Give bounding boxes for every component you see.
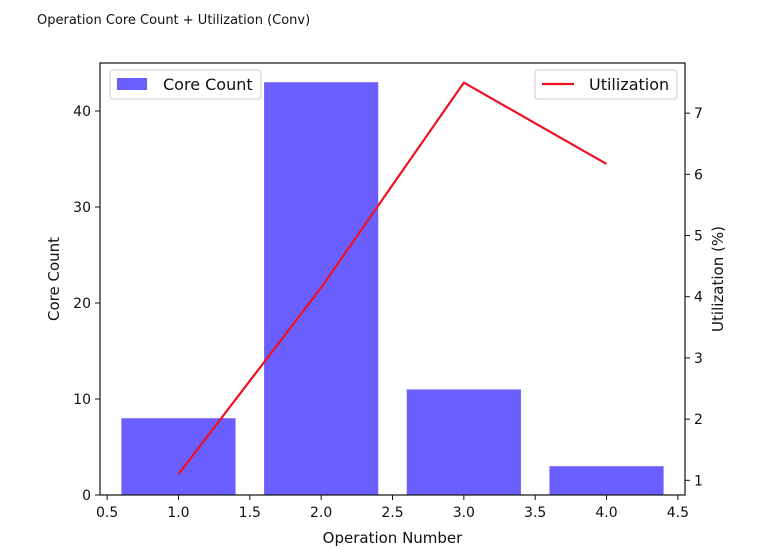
y-tick-label: 20 — [73, 296, 91, 312]
x-tick-label: 0.5 — [96, 505, 118, 521]
bars-layer — [121, 82, 664, 495]
y2-tick-label: 2 — [694, 412, 703, 428]
y-axis-label: Core Count — [45, 237, 63, 321]
utilization-line — [177, 81, 608, 475]
y-tick-label: 30 — [73, 200, 91, 216]
y-tick-label: 0 — [82, 488, 91, 504]
legend-label-utilization: Utilization — [589, 75, 669, 94]
y2-tick-label: 3 — [694, 351, 703, 367]
y-tick-label: 10 — [73, 392, 91, 408]
bar-op-1 — [121, 418, 236, 495]
x-tick-label: 3.0 — [453, 505, 475, 521]
y-tick-label: 40 — [73, 104, 91, 120]
x-tick-label: 1.5 — [239, 505, 261, 521]
line-layer — [177, 81, 608, 475]
y2-tick-label: 7 — [694, 106, 703, 122]
x-tick-label: 3.5 — [524, 505, 546, 521]
x-tick-label: 1.0 — [167, 505, 189, 521]
y2-tick-label: 6 — [694, 167, 703, 183]
page-title: Operation Core Count + Utilization (Conv… — [37, 13, 311, 28]
x-tick-label: 4.5 — [667, 505, 689, 521]
legend-box — [534, 69, 678, 100]
y2-axis-label: Utilization (%) — [709, 226, 727, 332]
y2-tick-label: 4 — [694, 290, 703, 306]
legend-core-count: Core Count — [109, 69, 262, 100]
y2-tick-label: 5 — [694, 229, 703, 245]
bar-op-3 — [406, 389, 521, 495]
legend-swatch-core-count — [117, 78, 147, 90]
x-tick-label: 2.0 — [310, 505, 332, 521]
y2-tick-label: 1 — [694, 473, 703, 489]
legend-utilization: Utilization — [534, 69, 678, 100]
legend-label-core-count: Core Count — [163, 75, 253, 94]
bar-op-4 — [549, 466, 664, 495]
legend-box — [109, 69, 262, 100]
x-axis-label: Operation Number — [323, 529, 464, 547]
ticks-layer: 0.5 1.0 1.5 2.0 2.5 3.0 3.5 4.0 4.5 0 10 20 30 40 1 2 3 4… — [73, 104, 703, 521]
x-tick-label: 2.5 — [381, 505, 403, 521]
x-tick-label: 4.0 — [595, 505, 617, 521]
